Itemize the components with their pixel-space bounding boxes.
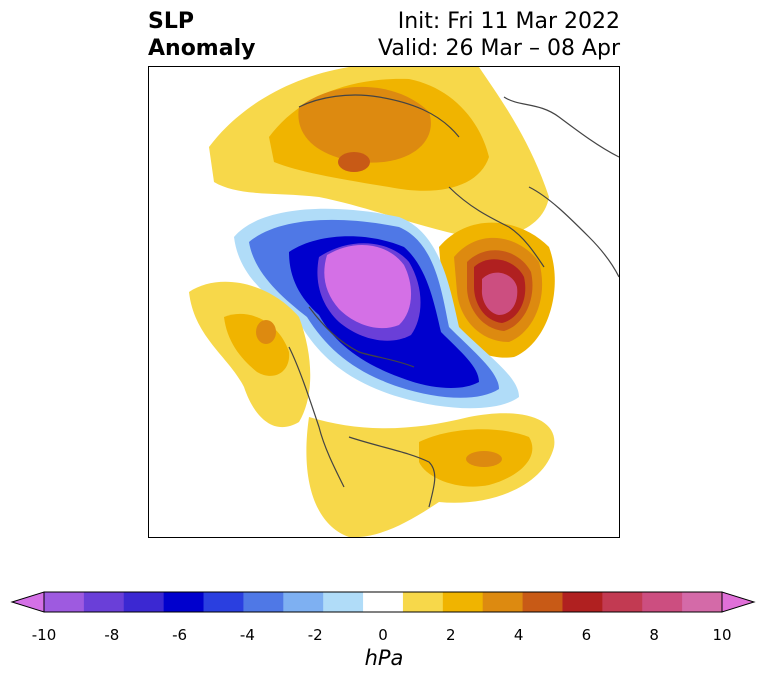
colorbar-cell — [402, 592, 444, 612]
colorbar-cell — [44, 592, 85, 612]
colorbar-extend-high — [721, 591, 756, 613]
colorbar-cell — [363, 592, 404, 612]
colorbar-cell — [642, 592, 683, 612]
colorbar-cell — [323, 592, 364, 612]
colorbar-tick-label: -2 — [307, 626, 323, 644]
positive-anomaly-pacific — [189, 281, 311, 428]
colorbar-tick-label: 2 — [446, 626, 456, 644]
map-title: SLP Anomaly — [148, 8, 255, 62]
colorbar-cell — [522, 592, 563, 612]
init-date: Init: Fri 11 Mar 2022 — [397, 9, 620, 34]
map-canvas — [189, 67, 619, 537]
negative-anomaly-arctic — [234, 208, 519, 409]
coastlines — [288, 94, 619, 508]
colorbar-cell — [243, 592, 284, 612]
colorbar-tick-label: 8 — [649, 626, 659, 644]
title-line-1: SLP — [148, 9, 194, 34]
colorbar — [10, 591, 756, 613]
colorbar-tick-label: 10 — [712, 626, 732, 644]
colorbar-tick-label: 4 — [513, 626, 524, 644]
colorbar-outline — [43, 591, 723, 613]
units-label: hPa — [364, 646, 404, 670]
colorbar-cell — [83, 592, 125, 612]
colorbar-cell — [123, 592, 165, 612]
colorbar-cell — [682, 592, 723, 612]
positive-anomaly-usa — [306, 413, 555, 537]
positive-anomaly-eurasia — [209, 67, 549, 238]
colorbar-cell — [482, 592, 524, 612]
colorbar-tick-label: -8 — [104, 626, 120, 644]
colorbar-tick-label: -10 — [31, 626, 57, 644]
colorbar-tick-label: -6 — [172, 626, 188, 644]
colorbar-tick-label: 6 — [581, 626, 592, 644]
anomaly-map — [148, 66, 620, 538]
colorbar-tick-label: -4 — [239, 626, 255, 644]
positive-anomaly-greenland — [439, 222, 555, 358]
title-line-2: Anomaly — [148, 36, 256, 61]
colorbar-tick-label: 0 — [378, 626, 388, 644]
colorbar-extend-low — [10, 591, 45, 613]
colorbar-cell — [283, 592, 324, 612]
valid-range: Valid: 26 Mar – 08 Apr — [378, 36, 620, 61]
colorbar-cell — [562, 592, 603, 612]
colorbar-cell — [442, 592, 484, 612]
colorbar-cell — [602, 592, 643, 612]
colorbar-cell — [163, 592, 205, 612]
colorbar-cell — [203, 592, 244, 612]
date-info: Init: Fri 11 Mar 2022 Valid: 26 Mar – 08… — [378, 8, 620, 62]
